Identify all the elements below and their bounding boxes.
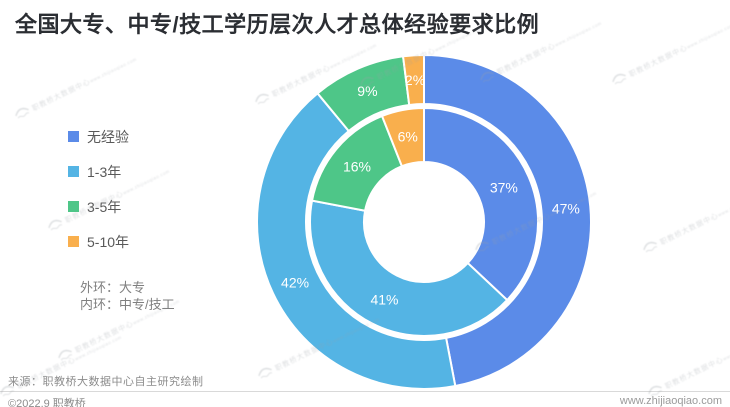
outer-slice-label: 9% xyxy=(357,83,377,99)
inner-slice-label: 6% xyxy=(398,129,418,145)
ring-note-inner: 内环：中专/技工 xyxy=(80,297,175,312)
legend-swatch xyxy=(68,201,79,212)
footer-website-url: www.zhijiaoqiao.com xyxy=(619,395,722,407)
legend-label: 无经验 xyxy=(87,128,129,145)
legend-swatch xyxy=(68,166,79,177)
legend-item: 无经验 xyxy=(68,128,129,145)
ring-note: 外环：大专 内环：中专/技工 xyxy=(80,279,175,313)
outer-slice-无经验 xyxy=(423,53,592,388)
outer-slice-1-3年 xyxy=(256,91,457,390)
footer-copyright: ©2022.9 职教桥 xyxy=(8,398,86,407)
legend-item: 3-5年 xyxy=(68,198,129,215)
legend: 无经验 1-3年 3-5年 5-10年 xyxy=(68,128,129,250)
ring-note-outer: 外环：大专 xyxy=(80,280,146,295)
outer-slice-label: 42% xyxy=(281,275,309,291)
chart-title: 全国大专、中专/技工学历层次人才总体经验要求比例 xyxy=(15,12,540,37)
inner-slice-无经验 xyxy=(423,106,539,302)
outer-slice-5-10年 xyxy=(401,53,425,107)
inner-slice-1-3年 xyxy=(309,199,509,337)
outer-slice-label: 47% xyxy=(552,201,580,217)
legend-label: 1-3年 xyxy=(87,163,122,180)
inner-slice-label: 37% xyxy=(490,179,518,195)
inner-slice-label: 41% xyxy=(370,292,398,308)
outer-slice-label: 2% xyxy=(405,72,425,88)
legend-label: 5-10年 xyxy=(87,233,130,250)
legend-item: 1-3年 xyxy=(68,163,129,180)
legend-swatch xyxy=(68,236,79,247)
legend-swatch xyxy=(68,131,79,142)
inner-slice-5-10年 xyxy=(380,106,425,168)
footer-divider xyxy=(0,391,730,392)
footer-source: 来源：职教桥大数据中心自主研究绘制 xyxy=(8,376,204,388)
inner-slice-label: 16% xyxy=(343,159,371,175)
legend-item: 5-10年 xyxy=(68,233,129,250)
legend-label: 3-5年 xyxy=(87,198,122,215)
